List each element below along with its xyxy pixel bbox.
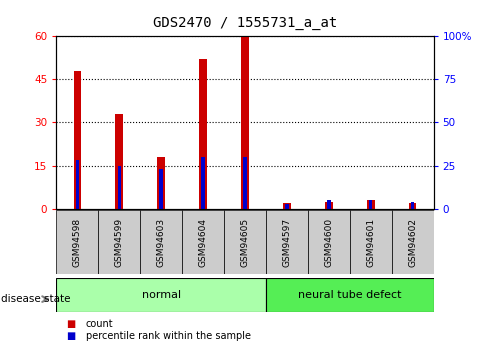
Bar xyxy=(74,71,81,209)
Bar xyxy=(367,200,374,209)
Bar xyxy=(75,160,79,209)
Bar xyxy=(369,200,372,209)
Bar xyxy=(241,36,249,209)
Bar xyxy=(118,166,121,209)
Bar xyxy=(409,203,416,209)
Text: GSM94602: GSM94602 xyxy=(408,218,417,267)
Bar xyxy=(182,210,224,274)
Text: ■: ■ xyxy=(66,332,75,341)
Text: GSM94605: GSM94605 xyxy=(241,218,249,267)
Bar xyxy=(98,210,140,274)
Bar xyxy=(266,278,434,312)
Text: GSM94601: GSM94601 xyxy=(366,218,375,267)
Text: GSM94597: GSM94597 xyxy=(282,218,292,267)
Text: percentile rank within the sample: percentile rank within the sample xyxy=(86,332,251,341)
Bar xyxy=(116,114,123,209)
Text: GDS2470 / 1555731_a_at: GDS2470 / 1555731_a_at xyxy=(153,16,337,30)
Bar xyxy=(350,210,392,274)
Text: ■: ■ xyxy=(66,319,75,329)
Text: disease state: disease state xyxy=(1,294,71,304)
Text: GSM94600: GSM94600 xyxy=(324,218,333,267)
Bar xyxy=(285,204,289,209)
Bar xyxy=(283,203,291,209)
Text: GSM94603: GSM94603 xyxy=(157,218,166,267)
Bar xyxy=(308,210,350,274)
Text: count: count xyxy=(86,319,113,329)
Bar xyxy=(56,210,98,274)
Bar xyxy=(157,157,165,209)
Bar xyxy=(327,200,331,209)
Text: GSM94599: GSM94599 xyxy=(115,218,124,267)
Bar xyxy=(266,210,308,274)
Bar xyxy=(199,59,207,209)
Bar xyxy=(411,202,415,209)
Text: GSM94604: GSM94604 xyxy=(198,218,208,267)
Bar xyxy=(56,278,266,312)
Bar xyxy=(224,210,266,274)
Bar xyxy=(244,157,246,209)
Bar xyxy=(201,157,205,209)
Text: GSM94598: GSM94598 xyxy=(73,218,82,267)
Bar xyxy=(159,169,163,209)
Bar xyxy=(140,210,182,274)
Bar xyxy=(392,210,434,274)
Bar xyxy=(325,201,333,209)
Text: neural tube defect: neural tube defect xyxy=(298,290,402,300)
Text: normal: normal xyxy=(142,290,181,300)
